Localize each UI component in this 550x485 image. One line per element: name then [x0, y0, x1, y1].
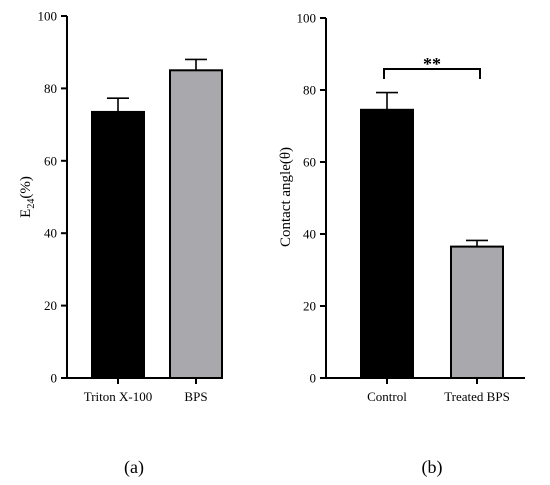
bar-triton-x-100 — [91, 110, 145, 380]
y-tick-label: 20 — [303, 299, 316, 314]
panel-label-b: (b) — [422, 457, 443, 478]
y-axis-label-a: E24(%) — [18, 176, 37, 218]
bars-b — [360, 91, 504, 380]
x-category-label: Control — [367, 389, 407, 404]
axes-b: 0 20 40 60 80 100 Control Treated BPS — [297, 11, 525, 404]
y-tick-label: 40 — [44, 226, 57, 241]
x-category-label: Treated BPS — [444, 389, 510, 404]
y-tick-label: 60 — [303, 155, 316, 170]
significance-bracket — [383, 68, 481, 79]
axes-a: 0 20 40 60 80 100 Triton X-100 BPS — [38, 9, 210, 404]
panel-label-a: (a) — [124, 457, 144, 478]
significance-stars: ** — [423, 54, 441, 74]
bar-bps — [169, 69, 223, 380]
chart-panel-a: 0 20 40 60 80 100 Triton X-100 BPS E24(%) (a) — [18, 9, 223, 478]
bars-a — [91, 58, 223, 380]
x-category-label: Triton X-100 — [84, 389, 153, 404]
y-tick-label: 0 — [310, 371, 317, 386]
y-tick-label: 20 — [44, 298, 57, 313]
bar-treated-bps — [450, 245, 504, 379]
y-tick-label: 100 — [297, 11, 317, 26]
y-axis-label-b: Contact angle(θ) — [278, 147, 294, 247]
y-tick-label: 80 — [44, 81, 57, 96]
y-tick-label: 100 — [38, 9, 58, 24]
y-tick-label: 40 — [303, 227, 316, 242]
x-category-label: BPS — [184, 389, 207, 404]
chart-panel-b: 0 20 40 60 80 100 Control Treated BPS Contact a… — [278, 11, 525, 478]
y-tick-label: 80 — [303, 83, 316, 98]
y-tick-label: 60 — [44, 153, 57, 168]
bar-control — [360, 108, 414, 380]
y-tick-label: 0 — [51, 371, 58, 386]
